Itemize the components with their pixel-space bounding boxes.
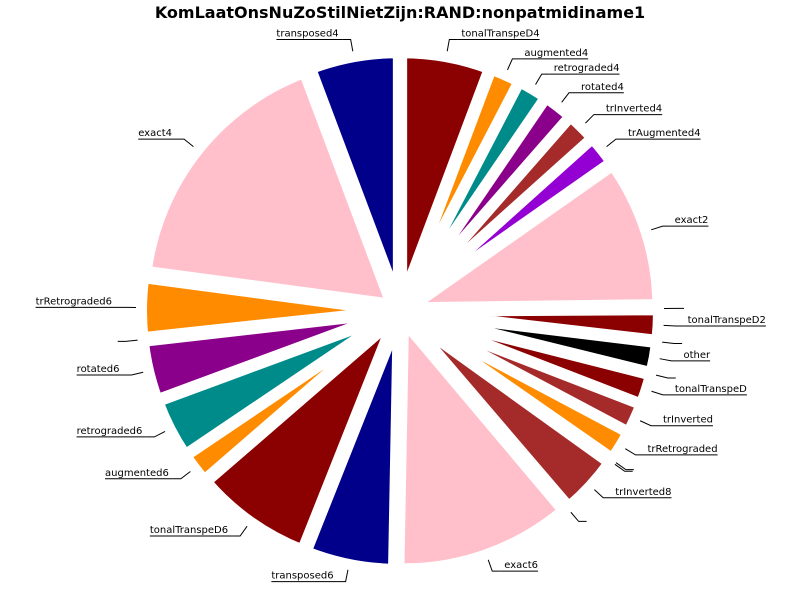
slice-label-transposed4: transposed4	[276, 28, 338, 39]
slice-label-retrograded6: retrograded6	[77, 426, 143, 437]
slice-label-tonal-transpe-d2: tonalTranspeD2	[688, 315, 766, 326]
slice-label-tonal-transpe-d: tonalTranspeD	[675, 384, 747, 395]
slice-label-exact6: exact6	[504, 560, 538, 571]
leader-line-2	[535, 73, 550, 85]
leader-line-4	[585, 114, 602, 124]
leader-line-17	[594, 489, 612, 499]
slice-label-exact4: exact4	[138, 128, 172, 139]
leader-line-27	[176, 138, 194, 148]
pie-slice-exact2-6	[406, 160, 663, 313]
pie-slice-tr-retrograded6-26	[137, 273, 394, 343]
leader-line-13	[639, 420, 660, 427]
slice-label-tonal-transpe-d4: tonalTranspeD4	[461, 28, 539, 39]
slice-label-tonal-transpe-d6: tonalTranspeD6	[150, 525, 228, 536]
slice-label-tr-retrograded6: trRetrograded6	[36, 296, 112, 307]
leader-line-20	[337, 569, 349, 583]
slice-label-rotated6: rotated6	[77, 364, 120, 375]
slice-label-rotated4: rotated4	[581, 82, 624, 93]
leader-line-1	[507, 58, 521, 71]
leader-line-0	[446, 38, 458, 52]
leader-line-14	[625, 448, 644, 456]
leader-line-8	[663, 324, 684, 327]
chart-title: KomLaatOnsNuZoStilNietZijn:RAND:nonpatmi…	[155, 3, 645, 22]
slice-label-tr-augmented4: trAugmented4	[628, 128, 701, 139]
leader-line-10	[659, 358, 680, 362]
slice-label-augmented4: augmented4	[524, 48, 588, 59]
pie-slice-transposed6-20	[301, 317, 403, 574]
pie-slice-tonal-transpe-d6-21	[202, 315, 399, 555]
slice-label-augmented6: augmented6	[105, 468, 169, 479]
leader-line-12	[651, 390, 671, 396]
leader-line-9	[662, 341, 683, 344]
leader-line-24	[123, 371, 144, 376]
slice-label-retrograded4: retrograded4	[554, 63, 620, 74]
leader-line-11	[655, 374, 676, 379]
pie-slices	[137, 48, 663, 574]
leader-line-3	[561, 92, 578, 103]
pie-slice-exact6-19	[394, 317, 568, 574]
leader-line-19	[487, 559, 501, 572]
leader-line-18	[570, 511, 587, 522]
leader-line-22	[172, 471, 191, 480]
leader-line-6	[651, 225, 671, 231]
leader-line-21	[232, 525, 248, 537]
pie-labels: tonalTranspeD4 augmented4 retrograded4 rota…	[36, 28, 766, 583]
leader-line-25	[117, 339, 138, 342]
leader-line-28	[342, 38, 354, 52]
slice-label-tr-inverted: trInverted	[663, 415, 713, 426]
slice-label-tr-inverted8: trInverted8	[615, 487, 671, 498]
pie-slice-transposed4-28	[306, 48, 403, 305]
leader-line-23	[146, 430, 166, 438]
leader-line-5	[606, 138, 624, 148]
slice-label-tr-retrograded: trRetrograded	[648, 444, 718, 455]
pie-slice-exact4-27	[141, 68, 396, 309]
leader-line-16	[614, 463, 633, 472]
leader-line-15	[615, 462, 634, 471]
slice-label-other: other	[683, 350, 711, 361]
slice-label-tr-inverted4: trInverted4	[606, 104, 662, 115]
slice-label-transposed6: transposed6	[271, 571, 333, 582]
slice-label-exact2: exact2	[675, 215, 709, 226]
